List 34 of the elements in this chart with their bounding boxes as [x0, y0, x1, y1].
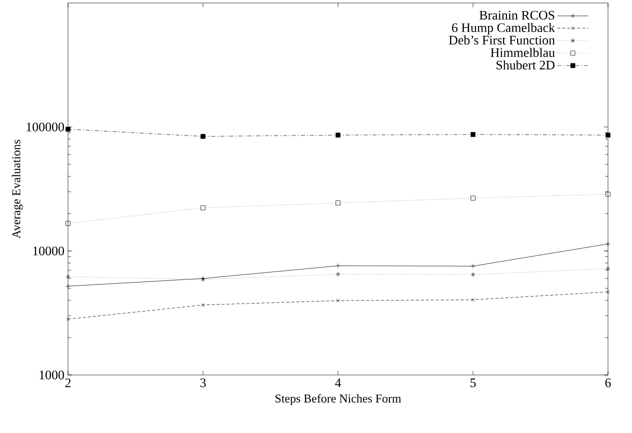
- point: [606, 192, 610, 197]
- point: [470, 272, 476, 277]
- point: [200, 134, 206, 139]
- point: [470, 132, 476, 137]
- x-tick-label: 6: [605, 378, 611, 388]
- point: [66, 126, 70, 132]
- point: [471, 298, 475, 302]
- y-tick-label: 1000: [40, 370, 64, 380]
- point: [66, 317, 70, 321]
- y-axis-title: Average Evaluations: [12, 140, 23, 238]
- x-tick-label: 3: [200, 378, 206, 388]
- point: [336, 200, 340, 206]
- y-tick-label: 100000: [26, 122, 64, 132]
- point: [336, 272, 340, 277]
- point: [201, 303, 205, 307]
- legend-label: 6 Hump Camelback: [452, 22, 556, 35]
- x-axis-title: Steps Before Niches Form: [276, 394, 402, 406]
- y-tick-label: 10000: [33, 246, 64, 256]
- point: [606, 132, 610, 138]
- legend-label: Shubert 2D: [496, 60, 555, 70]
- point: [606, 290, 610, 294]
- legend-label: Himmelblau: [490, 48, 555, 58]
- point: [66, 220, 70, 226]
- point: [200, 205, 206, 210]
- x-tick-label: 4: [335, 378, 342, 388]
- point: [470, 196, 476, 200]
- point: [336, 298, 340, 302]
- legend-label: Brainin RCOS: [480, 10, 554, 20]
- point: [606, 266, 610, 272]
- legend-label: Deb’s First Function: [448, 35, 555, 45]
- x-tick-label: 5: [470, 378, 476, 388]
- point: [336, 132, 340, 138]
- point: [66, 274, 70, 280]
- x-tick-label: 2: [65, 378, 71, 388]
